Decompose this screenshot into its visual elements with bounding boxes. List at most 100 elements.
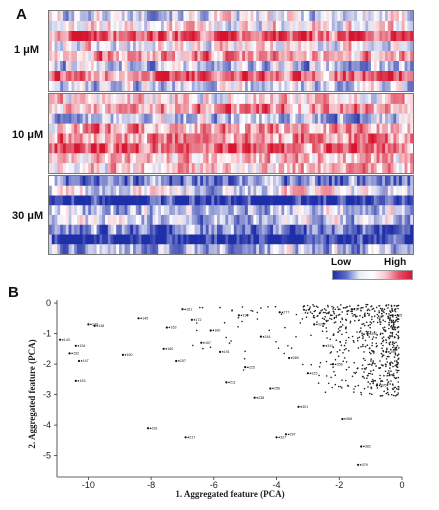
heatmap-cell (110, 133, 114, 144)
heatmap-cell (194, 195, 198, 206)
heatmap-cell (138, 163, 142, 173)
heatmap-cell (102, 103, 106, 115)
heatmap-cell (85, 103, 89, 115)
heatmap-cell (228, 176, 232, 187)
heatmap-cell (264, 224, 268, 235)
heatmap-cell (65, 185, 69, 196)
heatmap-cell (343, 31, 347, 42)
heatmap-cell (79, 143, 83, 154)
heatmap-cell (121, 244, 125, 254)
heatmap-cell (359, 94, 363, 105)
scatter-cloud-point (351, 312, 353, 315)
scatter-cloud-point (334, 383, 337, 386)
scatter-cloud-point (333, 311, 335, 313)
heatmap-cell (79, 163, 83, 173)
heatmap-cell (239, 185, 243, 196)
heatmap-cell (373, 113, 377, 125)
scatter-cloud-point (379, 360, 381, 362)
heatmap-cell (275, 224, 279, 235)
heatmap-cell (401, 11, 405, 22)
heatmap-cell (93, 176, 97, 187)
scatter-cloud-point (369, 323, 371, 326)
heatmap-cell (368, 163, 372, 173)
heatmap-cell (264, 215, 268, 226)
heatmap-cell (404, 103, 408, 115)
heatmap-cell (298, 31, 302, 42)
heatmap-cell (194, 234, 198, 245)
heatmap-cell (331, 195, 335, 206)
scatter-cloud-point (389, 367, 391, 369)
heatmap-cell (124, 113, 128, 125)
scatter-cloud-point (395, 365, 398, 367)
heatmap-cell (399, 51, 403, 62)
heatmap-cell (270, 215, 274, 226)
heatmap-cell (205, 224, 209, 235)
heatmap-cell (175, 176, 179, 187)
heatmap-cell (323, 143, 327, 154)
heatmap-cell (144, 123, 148, 134)
heatmap-cell (354, 31, 358, 42)
scatter-cloud-point (386, 361, 389, 363)
scatter-cloud-point (388, 327, 390, 330)
heatmap-cell (161, 103, 165, 115)
heatmap-cell (275, 244, 279, 254)
heatmap-cell (127, 185, 131, 196)
heatmap-cell (390, 185, 394, 196)
heatmap-cell (105, 244, 109, 254)
heatmap-cell (63, 224, 67, 235)
heatmap-cell (315, 153, 319, 164)
heatmap-cell (203, 234, 207, 245)
heatmap-cell (186, 234, 190, 245)
heatmap-cell (233, 103, 237, 115)
heatmap-cell (149, 113, 153, 125)
heatmap-cell (362, 215, 366, 226)
heatmap-cell (186, 244, 190, 254)
heatmap-cell (205, 94, 209, 105)
scatter-cloud-point (341, 379, 343, 381)
heatmap-cell (63, 185, 67, 196)
heatmap-cell (329, 163, 333, 173)
heatmap-cell (152, 103, 156, 115)
heatmap-cell (85, 185, 89, 196)
heatmap-cell (186, 51, 190, 62)
scatter-cloud-point (342, 360, 345, 363)
heatmap-cell (177, 71, 181, 82)
heatmap-cell (306, 51, 310, 62)
heatmap-cell (245, 234, 249, 245)
scatter-cloud-point (367, 308, 370, 310)
heatmap-cell (225, 153, 229, 164)
scatter-cloud-point (351, 375, 354, 378)
heatmap-cell (340, 143, 344, 154)
scatter-cloud-point (340, 344, 343, 347)
scatter-cloud-point (360, 393, 363, 396)
heatmap-cell (127, 205, 131, 216)
heatmap-cell (242, 94, 246, 105)
heatmap-cell (133, 143, 137, 154)
scatter-cloud-point (370, 370, 372, 372)
heatmap-cell (253, 185, 257, 196)
heatmap-cell (270, 244, 274, 254)
heatmap-cell (225, 103, 229, 115)
heatmap-cell (396, 215, 400, 226)
heatmap-cell (379, 143, 383, 154)
heatmap-cell (289, 215, 293, 226)
heatmap-cell (354, 153, 358, 164)
heatmap-cell (345, 81, 349, 91)
scatter-cloud-point (343, 357, 346, 359)
heatmap-cell (79, 244, 83, 254)
heatmap-cell (343, 103, 347, 115)
heatmap-cell (186, 61, 190, 72)
heatmap-cell (175, 123, 179, 134)
heatmap-cell (354, 185, 358, 196)
heatmap-cell (309, 143, 313, 154)
heatmap-cell (172, 21, 176, 32)
heatmap-cell (222, 81, 226, 91)
scatter-cloud-point (333, 316, 336, 319)
heatmap-cell (382, 113, 386, 125)
heatmap-cell (289, 176, 293, 187)
heatmap-cell (147, 224, 151, 235)
heatmap-cell (259, 71, 263, 82)
heatmap-cell (113, 163, 117, 173)
heatmap-cell (194, 205, 198, 216)
scatter-cloud-point (386, 355, 389, 358)
